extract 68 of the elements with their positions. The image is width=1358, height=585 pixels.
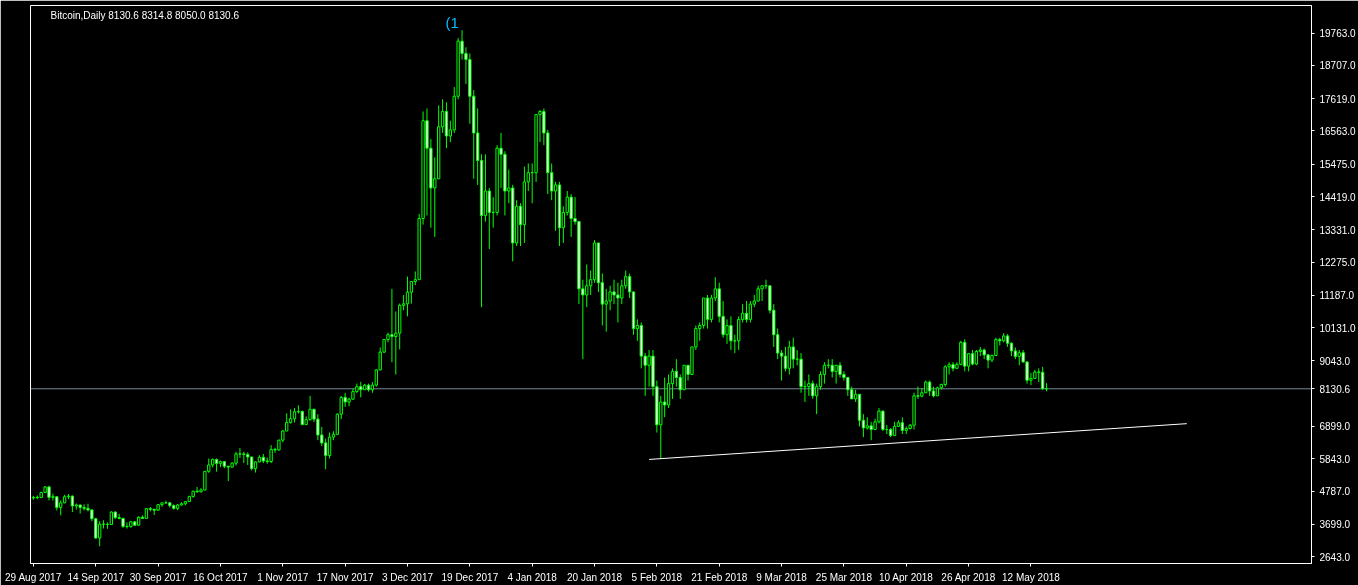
candlestick	[324, 438, 328, 470]
x-tick-label: 14 Sep 2017	[67, 571, 125, 583]
x-tick-label: 4 Jan 2018	[507, 571, 558, 583]
candlestick	[881, 410, 885, 432]
candlestick	[195, 486, 199, 494]
text: Bitcoin,Daily 8130.6 8314.8 8050.0 8130.6	[50, 10, 240, 21]
x-tick-label: 1 Nov 2017	[257, 571, 309, 583]
candlestick	[674, 358, 679, 388]
candlestick	[160, 502, 164, 508]
y-tick-label: 2643.0	[1319, 551, 1351, 563]
candlestick	[269, 444, 273, 464]
y-tick-label: 18707.0	[1319, 60, 1357, 72]
candlestick	[125, 521, 129, 530]
y-tick-label: 13331.0	[1319, 224, 1357, 236]
candlestick	[487, 187, 491, 250]
x-tick-label: 3 Dec 2017	[381, 571, 434, 583]
x-tick-label: 30 Sep 2017	[129, 571, 187, 583]
candlestick	[390, 288, 394, 363]
y-tick-label: 3699.0	[1319, 519, 1351, 531]
y-tick-label: 15475.0	[1319, 159, 1357, 171]
candlestick	[830, 358, 834, 378]
candlestick	[585, 263, 589, 308]
y-tick-label: 5843.0	[1319, 453, 1351, 465]
y-tick-label: 12275.0	[1319, 257, 1357, 269]
x-tick-label: 26 Apr 2018	[941, 571, 996, 583]
candlestick	[869, 421, 873, 441]
x-tick-label: 9 Mar 2018	[756, 571, 808, 583]
candlestick	[82, 503, 86, 511]
candlestick	[959, 340, 963, 366]
candlestick	[616, 282, 620, 323]
x-tick-label: 12 May 2018	[1002, 571, 1061, 583]
y-tick-label: 17619.0	[1319, 93, 1357, 105]
candlestick	[666, 373, 671, 409]
x-tick-label: 29 Aug 2017	[5, 571, 62, 583]
y-tick-label: 9043.0	[1319, 355, 1351, 367]
candlestick	[569, 193, 573, 238]
x-tick-label: 16 Oct 2017	[193, 571, 249, 583]
candlestick	[834, 364, 838, 385]
candlestick	[783, 346, 788, 372]
x-tick-label: 5 Feb 2018	[631, 571, 683, 583]
y-tick-label: 14419.0	[1319, 191, 1357, 203]
candlestick	[963, 338, 967, 372]
candlestick	[748, 300, 753, 323]
annotation: (1	[445, 13, 459, 31]
candlestick	[744, 300, 749, 323]
x-tick-label: 10 Apr 2018	[879, 571, 934, 583]
candlestick	[943, 364, 947, 388]
x-tick-label: 19 Dec 2017	[441, 571, 499, 583]
y-tick-label: 4787.0	[1319, 486, 1351, 498]
x-tick-label: 25 Mar 2018	[815, 571, 873, 583]
candlestick	[308, 395, 312, 422]
candlestick	[98, 520, 102, 547]
x-tick-label: 17 Nov 2017	[316, 571, 374, 583]
y-tick-label: 10131.0	[1319, 322, 1357, 334]
candlestick	[729, 315, 733, 351]
ref-line-label: 8130.6	[1319, 383, 1351, 395]
candlestick	[647, 349, 651, 388]
x-tick-label: 21 Feb 2018	[691, 571, 748, 583]
y-tick-label: 16563.0	[1319, 126, 1357, 137]
y-tick-label: 19763.0	[1319, 28, 1357, 40]
y-tick-label: 11187.0	[1319, 290, 1355, 302]
candlestick	[725, 318, 729, 345]
y-tick-label: 6899.0	[1319, 421, 1351, 433]
candlestick	[787, 340, 792, 375]
candlestick	[822, 361, 827, 385]
x-tick-label: 20 Jan 2018	[567, 571, 623, 583]
candlestick	[791, 337, 795, 369]
candlestick	[409, 281, 414, 305]
